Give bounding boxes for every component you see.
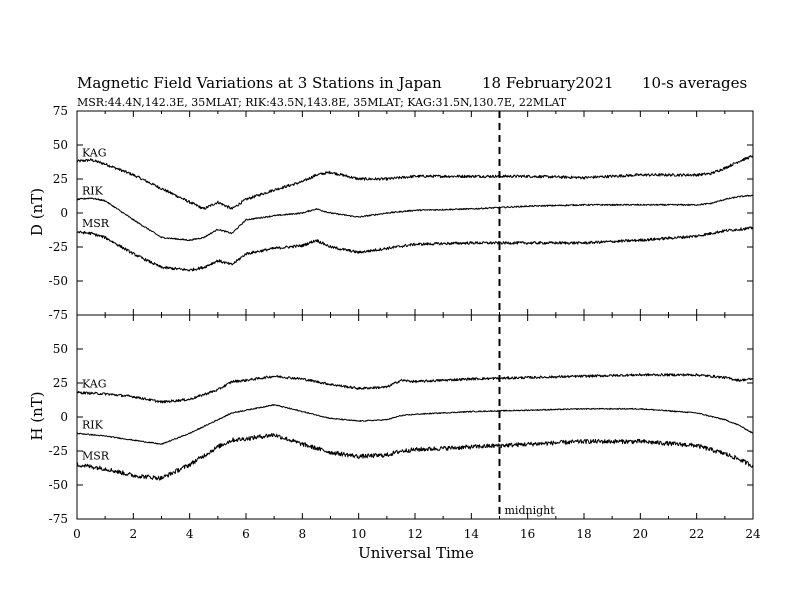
panel-h-series-msr [76,433,754,481]
midnight-label: midnight [505,504,556,517]
x-tick-label: 2 [130,527,138,541]
panel-d-ytick-label: -25 [49,240,68,254]
panel-h-ytick-label: 0 [60,410,68,424]
x-tick-label: 18 [576,527,591,541]
panel-h-ytick-label: -50 [49,478,68,492]
x-tick-label: 14 [464,527,480,541]
panel-d-series-label-msr: MSR [82,217,110,230]
x-tick-label: 8 [299,527,307,541]
panel-h-ytick-label: 50 [53,342,68,356]
panel-h-ytick-label: -25 [49,444,68,458]
panel-d-series-rik [76,194,753,242]
x-tick-label: 16 [520,527,535,541]
panel-h-series-label-rik: RIK [82,418,104,431]
x-tick-label: 0 [73,527,81,541]
x-tick-label: 4 [186,527,194,541]
panel-d-frame [76,110,754,316]
panel-d-ytick-label: 25 [53,172,68,186]
panel-d-series-label-rik: RIK [82,184,104,197]
panel-d-series-msr [76,226,754,272]
chart-averaging: 10-s averages [642,74,747,92]
panel-d-ytick-label: -75 [49,308,68,322]
stations-line: MSR:44.4N,142.3E, 35MLAT; RIK:43.5N,143.… [77,96,567,109]
x-tick-label: 10 [351,527,366,541]
panel-d-ytick-label: 50 [53,138,68,152]
panel-h-series-label-msr: MSR [82,450,110,463]
panel-h-series-kag [76,373,754,404]
panel-h-frame [76,314,754,520]
x-tick-label: 12 [407,527,422,541]
x-tick-label: 6 [242,527,250,541]
panel-h-series-rik [76,404,754,445]
x-tick-label: 20 [633,527,648,541]
chart-date: 18 February2021 [482,74,614,92]
panel-h-ytick-label: 25 [53,376,68,390]
panel-h-ytick-label: -75 [49,512,68,526]
panel-d-ytick-label: 75 [53,104,68,118]
panel-d-series-kag [76,154,754,210]
panel-d-ylabel: D (nT) [28,188,46,236]
x-tick-label: 24 [745,527,761,541]
panel-h-series-label-kag: KAG [82,378,107,391]
x-axis-label: Universal Time [358,544,474,562]
panel-h-ylabel: H (nT) [28,391,46,440]
x-tick-label: 22 [689,527,704,541]
panel-d-ytick-label: 0 [60,206,68,220]
panel-d-ytick-label: -50 [49,274,68,288]
chart-title: Magnetic Field Variations at 3 Stations … [77,74,442,92]
panel-d-series-label-kag: KAG [82,146,107,159]
